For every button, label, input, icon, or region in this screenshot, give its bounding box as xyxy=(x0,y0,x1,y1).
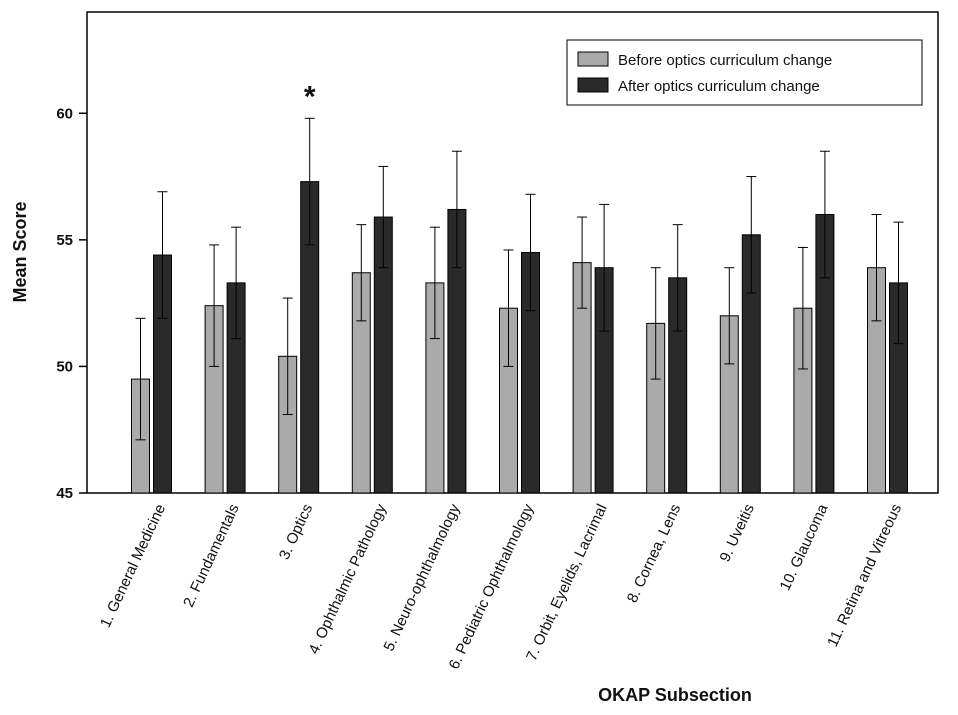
x-tick-label: 5. Neuro-ophthalmology xyxy=(380,501,463,654)
x-tick-label: 2. Fundamentals xyxy=(180,502,243,610)
y-tick-label: 45 xyxy=(56,485,73,502)
x-tick-label: 11. Retina and Vitreous xyxy=(824,502,905,650)
y-axis-title: Mean Score xyxy=(10,201,30,302)
x-tick-label: 1. General Medicine xyxy=(97,502,169,631)
legend-swatch-after xyxy=(577,77,609,93)
x-tick-labels: 1. General Medicine 2. Fundamentals 3. Opt… xyxy=(97,501,905,672)
legend-box xyxy=(566,39,923,106)
x-tick-label: 4. Ophthalmic Pathology xyxy=(305,501,390,657)
x-tick-label: 8. Cornea, Lens xyxy=(624,502,685,606)
annotations: * xyxy=(304,80,316,113)
x-tick-label: 9. Uveitis xyxy=(716,502,757,565)
y-tick-label: 55 xyxy=(56,232,73,249)
y-tick-label: 50 xyxy=(56,358,73,375)
x-tick-label: 10. Glaucoma xyxy=(777,501,832,593)
y-ticks: 45 50 55 60 xyxy=(56,105,87,502)
x-tick-label: 3. Optics xyxy=(276,502,316,563)
significance-marker: * xyxy=(304,80,316,113)
y-tick-label: 60 xyxy=(56,105,73,122)
x-tick-label: 6. Pediatric Ophthalmology xyxy=(446,501,538,672)
x-axis-title: OKAP Subsection xyxy=(598,685,752,705)
legend-label-before: Before optics curriculum change xyxy=(618,52,832,69)
bars xyxy=(131,181,908,494)
x-tick-label: 7. Orbit, Eyelids, Lacrimal xyxy=(523,502,611,664)
legend-swatch-before xyxy=(577,51,609,67)
legend-label-after: After optics curriculum change xyxy=(618,78,820,95)
error-bars xyxy=(135,117,904,441)
legend: Before optics curriculum change After op… xyxy=(566,39,923,106)
